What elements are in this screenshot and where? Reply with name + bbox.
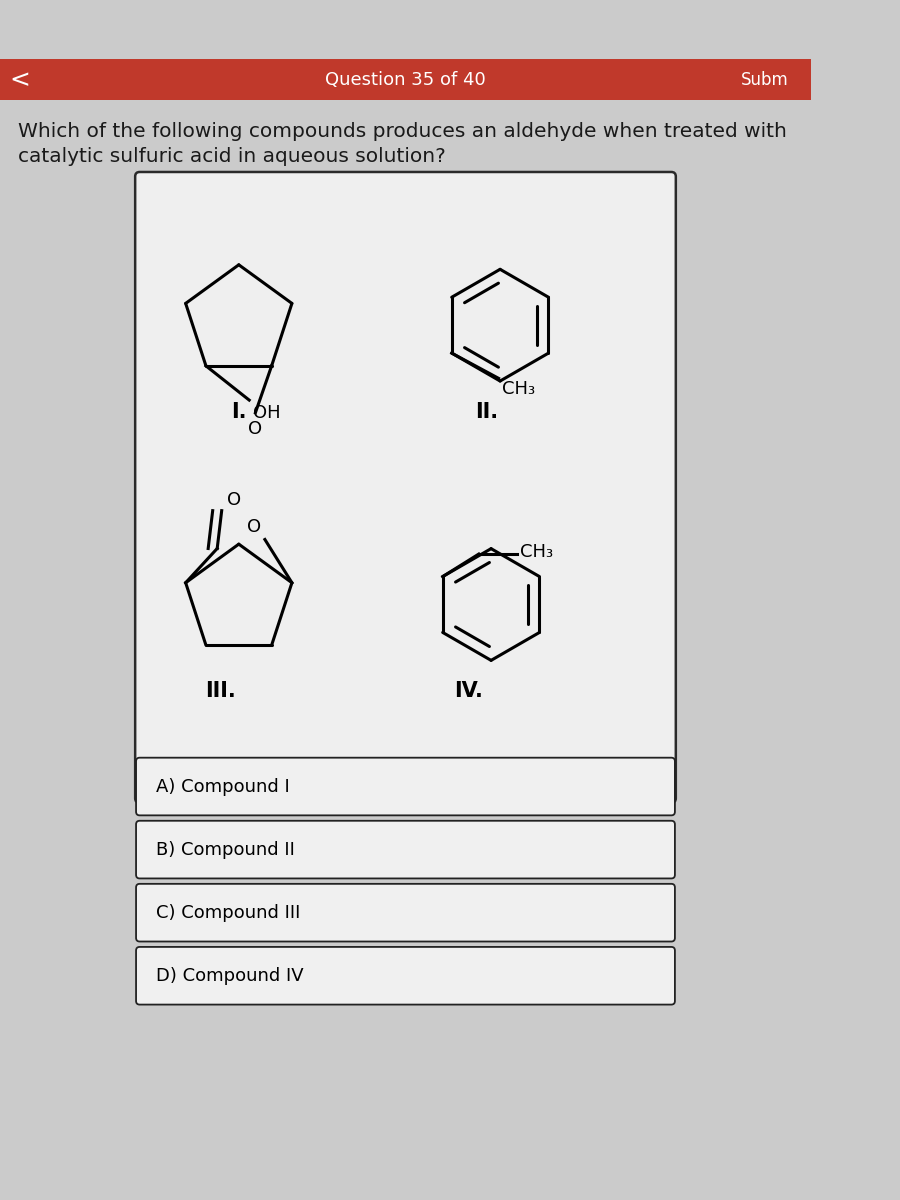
Text: catalytic sulfuric acid in aqueous solution?: catalytic sulfuric acid in aqueous solut… — [18, 146, 446, 166]
Text: Which of the following compounds produces an aldehyde when treated with: Which of the following compounds produce… — [18, 122, 787, 142]
Text: CH₃: CH₃ — [502, 380, 536, 398]
FancyBboxPatch shape — [136, 884, 675, 942]
Text: I.: I. — [231, 402, 247, 421]
Text: IV.: IV. — [454, 682, 483, 701]
Text: Subm: Subm — [741, 71, 788, 89]
Text: D) Compound IV: D) Compound IV — [156, 967, 303, 985]
Text: A) Compound I: A) Compound I — [156, 778, 290, 796]
FancyBboxPatch shape — [136, 947, 675, 1004]
Text: OH: OH — [253, 403, 281, 421]
Text: III.: III. — [205, 682, 236, 701]
Text: <: < — [9, 68, 31, 92]
Text: O: O — [248, 420, 263, 438]
FancyBboxPatch shape — [136, 757, 675, 815]
Text: O: O — [248, 518, 261, 536]
FancyBboxPatch shape — [135, 172, 676, 803]
FancyBboxPatch shape — [136, 821, 675, 878]
Text: B) Compound II: B) Compound II — [156, 841, 295, 859]
Text: II.: II. — [475, 402, 498, 421]
Bar — [0, 59, 811, 100]
Text: O: O — [227, 491, 241, 509]
Text: CH₃: CH₃ — [520, 544, 554, 562]
Text: C) Compound III: C) Compound III — [156, 904, 301, 922]
Text: Question 35 of 40: Question 35 of 40 — [325, 71, 486, 89]
